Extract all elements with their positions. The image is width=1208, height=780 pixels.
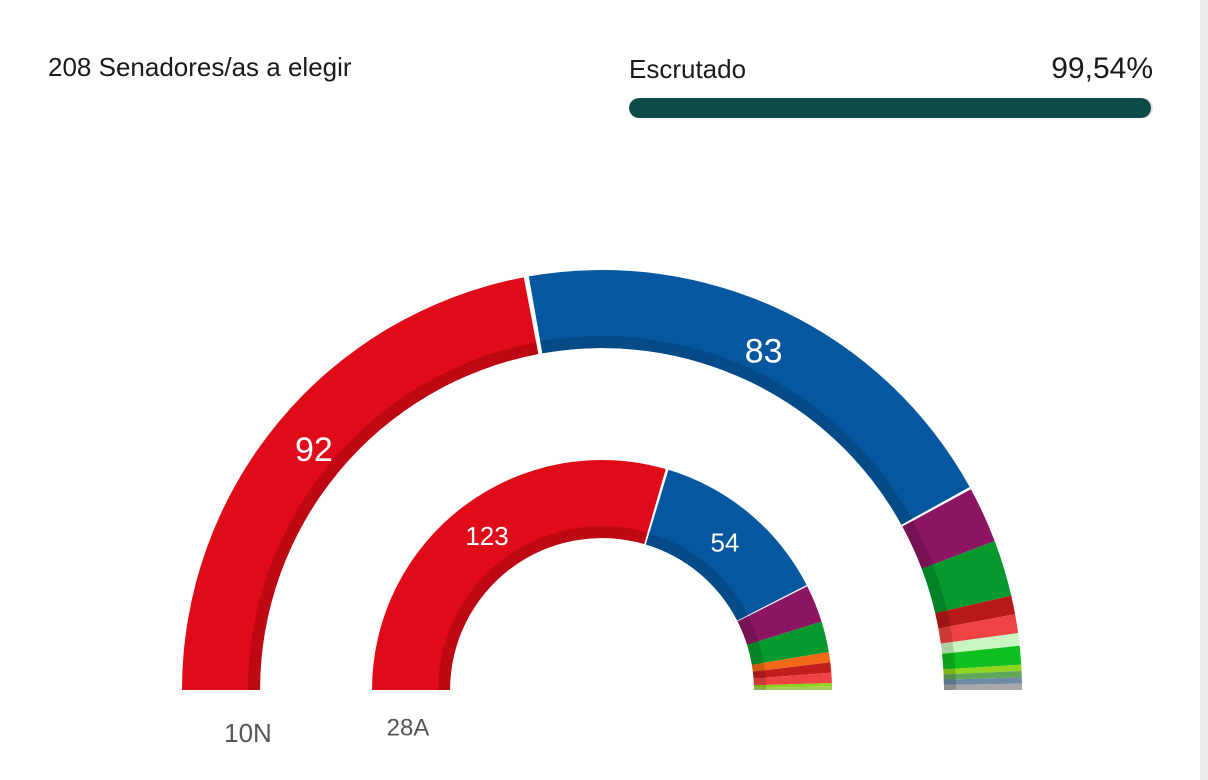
ring-28A-segment-1 [645,469,807,621]
ring-10N-segment-1-inner-shade [540,336,912,525]
seats-title: 208 Senadores/as a elegir [48,52,352,82]
ring-10N-segment-11-inner-shade [943,684,956,690]
ring-10N-segment-4-inner-shade [935,610,951,629]
ring-28A-segment-7-inner-shade [753,685,766,688]
count-progress: Escrutado 99,54% [629,52,1153,118]
ring-28A-segment-7 [753,683,832,688]
ring-10N-segment-7-inner-shade [942,652,956,670]
ring-28A-segment-4 [751,651,831,672]
ring-10N-segment-3 [921,541,1012,614]
ring-28A-segment-3 [747,621,829,665]
ring-10N-segment-8-inner-shade [943,668,956,675]
progress-label: Escrutado [629,54,747,84]
ring-10N-segment-11 [943,683,1022,690]
ring-28A-segment-8 [753,686,832,690]
ring-28A-segment-6-inner-shade [753,677,766,686]
ring-10N-segment-10-inner-shade [943,679,956,685]
ring-10N-segment-9 [943,670,1022,680]
ring-10N-segment-1-label: 83 [745,333,783,371]
ring-10N-segment-9-inner-shade [943,673,956,680]
progress-header: Escrutado 99,54% [629,52,1153,86]
progress-fill [629,98,1151,118]
ring-10N-segment-8 [943,664,1022,675]
ring-28A-segment-3-inner-shade [747,641,764,665]
ring-10N-segment-3-inner-shade [921,564,947,614]
ring-28A-segment-2 [737,586,822,645]
ring-10N-segment-6-inner-shade [940,642,955,654]
ring-28A-segment-5-inner-shade [752,670,766,679]
ring-label-28A: 28A [387,715,430,742]
ring-10N-segment-4 [935,595,1016,629]
ring-label-10N: 10N [224,718,272,748]
progress-value: 99,54% [1051,52,1153,85]
ring-10N-segment-6 [940,633,1020,654]
ring-10N-segment-5 [938,614,1019,644]
progress-track [629,98,1153,118]
ring-28A-segment-0 [372,460,666,690]
ring-28A-segment-4-inner-shade [751,662,765,672]
ring-10N-segment-0-label: 92 [295,431,333,469]
ring-28A-segment-6 [753,672,832,686]
ring-28A-segment-2-inner-shade [737,615,759,645]
ring-10N-segment-5-inner-shade [938,626,953,644]
ring-10N-segment-7 [942,645,1022,670]
ring-10N-segment-10 [943,677,1022,685]
ring-28A-segment-5 [752,662,832,679]
ring-28A-segment-1-label: 54 [710,528,739,558]
ring-10N-segment-0 [182,277,539,690]
ring-10N-segment-2-inner-shade [902,520,933,569]
page-right-edge [1200,0,1208,780]
ring-28A-segment-1-inner-shade [645,532,748,621]
ring-10N-segment-0-inner-shade [248,342,539,690]
ring-28A-segment-0-label: 123 [465,521,508,551]
ring-28A-segment-8-inner-shade [753,687,766,690]
